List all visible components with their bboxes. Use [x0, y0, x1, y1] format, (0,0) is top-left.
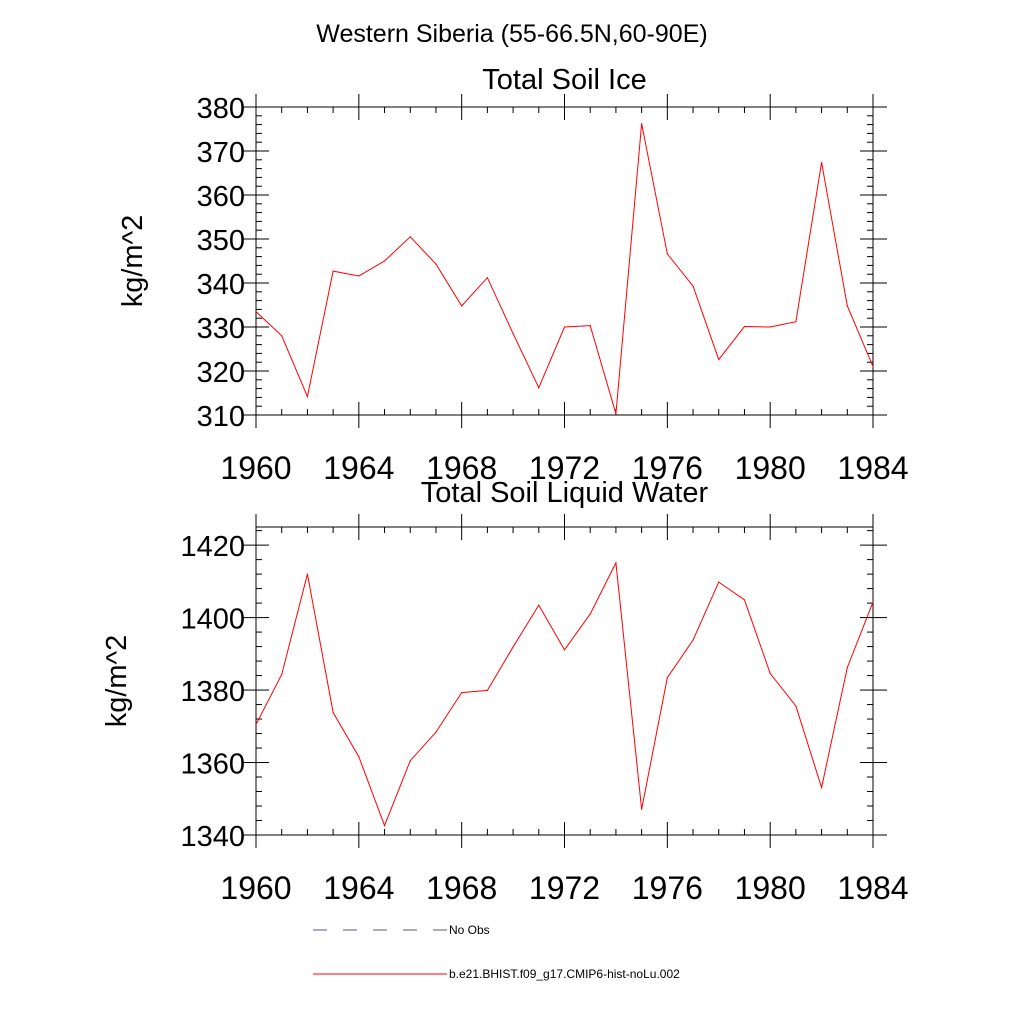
- panel-1-series-0-point-1975: [641, 808, 643, 810]
- panel-0-y-tick-label-380: 380: [197, 93, 245, 125]
- panel-1-y-tick-label-1420: 1420: [180, 531, 245, 563]
- panel-1-x-tick-label-1968: 1968: [426, 870, 497, 906]
- panel-1-x-tick-label-1984: 1984: [837, 870, 908, 906]
- panel-1-series-0-point-1966: [409, 760, 411, 762]
- panel-1-plot-frame: [255, 526, 874, 836]
- panel-1-x-tick-label-1960: 1960: [220, 870, 291, 906]
- panel-0-series-line-0: [255, 123, 874, 414]
- panel-0-series-0-point-1969: [486, 277, 488, 279]
- legend-label-no-obs: No Obs: [449, 923, 490, 937]
- panel-0-series-0-point-1971: [538, 387, 540, 389]
- panel-1-series-0-point-1980: [769, 672, 771, 674]
- panel-0-series-0-point-1983: [846, 305, 848, 307]
- panel-0-x-tick-label-1964: 1964: [323, 450, 394, 486]
- panel-1-series-0-point-1962: [306, 573, 309, 575]
- panel-0-x-tick-label-1984: 1984: [837, 450, 908, 486]
- panel-1-series-0-point-1965: [383, 824, 386, 827]
- panel-0-plot-frame: [255, 106, 874, 416]
- panel-1-series-0-point-1970: [512, 646, 514, 648]
- panel-0-y-tick-label-330: 330: [197, 313, 245, 345]
- panel-0-series-0-point-1982: [820, 161, 823, 164]
- panel-1-series-0-point-1968: [461, 691, 463, 694]
- panel-0-series-0-point-1979: [743, 325, 746, 328]
- panel-1-series-0-point-1982: [820, 786, 823, 789]
- panel-0-series-0-point-1966: [409, 236, 411, 238]
- panel-1-series-0-point-1960: [255, 723, 257, 726]
- panel-0-series-0-point-1960: [255, 311, 257, 313]
- panel-0-series-0-point-1981: [795, 321, 797, 323]
- panel-0-x-tick-label-1976: 1976: [632, 450, 703, 486]
- panel-1-series-0-point-1976: [666, 677, 668, 679]
- panel-0-title: Total Soil Ice: [482, 64, 646, 96]
- panel-0-series-0-point-1963: [332, 270, 334, 272]
- panel-1-title: Total Soil Liquid Water: [421, 477, 709, 509]
- panel-1-series-0-point-1978: [718, 581, 720, 583]
- panel-0-x-tick-label-1960: 1960: [220, 450, 291, 486]
- panel-0-x-tick-label-1972: 1972: [529, 450, 600, 486]
- panel-0-y-tick-label-340: 340: [197, 269, 245, 301]
- panel-0-series-0-point-1973: [589, 325, 591, 327]
- panel-1-y-tick-label-1400: 1400: [180, 604, 245, 636]
- panel-0-y-tick-label-360: 360: [197, 181, 245, 213]
- panel-0-series-0-point-1984: [872, 366, 874, 368]
- panel-0-series-0-point-1978: [718, 358, 720, 361]
- panel-1-series-0-point-1971: [538, 604, 540, 606]
- panel-1-x-tick-label-1980: 1980: [735, 870, 806, 906]
- panel-0-series-0-point-1977: [692, 285, 694, 287]
- panel-1-series-0-point-1964: [358, 756, 360, 758]
- panel-1-series-0-point-1974: [615, 562, 617, 564]
- panel-0-series-0-point-1975: [641, 123, 643, 125]
- panel-1-series-0-point-1984: [872, 601, 874, 603]
- legend: No Obs b.e21.BHIST.f09_g17.CMIP6-hist-no…: [313, 923, 680, 981]
- panel-0-series-0-point-1961: [281, 335, 283, 337]
- panel-0-series-0-point-1964: [358, 275, 360, 277]
- panel-0-series-0-point-1974: [615, 413, 617, 415]
- panel-total-soil-ice: Total Soil Ice kg/m^2 1960 1964 1968 1972 1976…: [117, 64, 909, 486]
- panel-1-series-0-point-1981: [795, 705, 797, 707]
- panel-total-soil-liquid-water: Total Soil Liquid Water kg/m^2 1960 1964 196…: [101, 477, 909, 906]
- panel-0-y-tick-label-350: 350: [197, 225, 245, 257]
- panel-1-series-line-0: [255, 561, 874, 827]
- panel-1-x-tick-label-1972: 1972: [529, 870, 600, 906]
- panel-1-x-tick-label-1964: 1964: [323, 870, 394, 906]
- panel-0-series-0-point-1965: [383, 260, 386, 262]
- legend-label-model: b.e21.BHIST.f09_g17.CMIP6-hist-noLu.002: [449, 967, 680, 981]
- panel-0-x-tick-label-1980: 1980: [735, 450, 806, 486]
- panel-0-series-0-point-1980: [769, 326, 771, 328]
- panel-1-series-0-point-1983: [846, 666, 848, 669]
- panel-1-series-0-point-1972: [563, 649, 566, 651]
- panel-1-series-0-point-1977: [692, 639, 694, 641]
- panel-1-series-0-point-1967: [435, 731, 437, 733]
- panel-0-x-tick-label-1968: 1968: [426, 450, 497, 486]
- panel-1-series-0-point-1973: [589, 613, 591, 615]
- panel-1-series-0-point-1969: [486, 689, 488, 692]
- panel-1-series-0-point-1979: [743, 599, 746, 601]
- panel-0-y-tick-label-320: 320: [197, 357, 245, 389]
- panel-0-y-axis-label: kg/m^2: [117, 215, 149, 308]
- panel-1-y-tick-label-1380: 1380: [180, 676, 245, 708]
- panel-0-y-tick-label-370: 370: [197, 137, 245, 169]
- figure-suptitle: Western Siberia (55-66.5N,60-90E): [316, 20, 707, 48]
- panel-0-series-0-point-1970: [512, 333, 514, 335]
- panel-1-y-tick-label-1360: 1360: [180, 749, 245, 781]
- panel-1-series-0-point-1961: [281, 673, 283, 676]
- panel-0-y-tick-label-310: 310: [197, 401, 245, 433]
- panel-0-series-0-point-1962: [306, 395, 309, 398]
- panel-0-series-0-point-1968: [461, 305, 463, 307]
- panel-1-y-axis-label: kg/m^2: [101, 635, 133, 728]
- panel-1-x-tick-label-1976: 1976: [632, 870, 703, 906]
- panel-0-series-0-point-1976: [666, 253, 668, 255]
- panel-0-series-0-point-1967: [435, 263, 437, 265]
- panel-1-y-tick-label-1340: 1340: [180, 821, 245, 853]
- panel-1-series-0-point-1963: [332, 711, 334, 714]
- panel-0-series-0-point-1972: [563, 326, 566, 328]
